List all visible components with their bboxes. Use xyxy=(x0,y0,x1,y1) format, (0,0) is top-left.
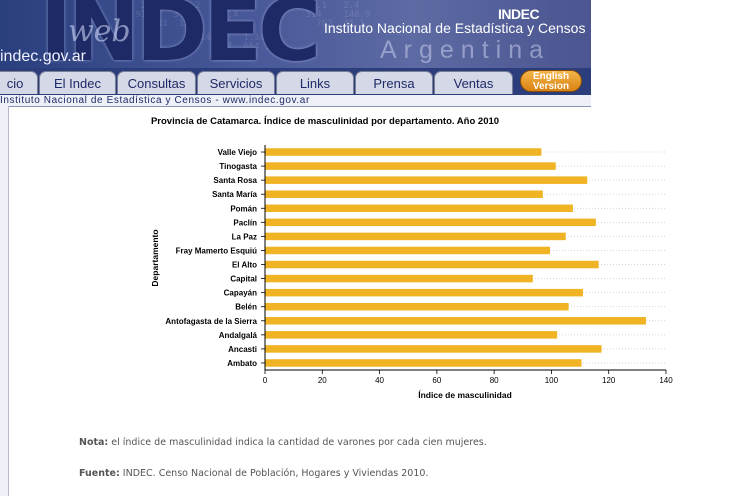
indec-brand-small: INDEC xyxy=(498,6,540,22)
category-label: Capayán xyxy=(224,289,257,298)
bar xyxy=(265,218,596,227)
note-body: el índice de masculinidad indica la cant… xyxy=(108,437,487,448)
x-tick-label: 40 xyxy=(375,376,384,385)
bar xyxy=(265,359,582,367)
site-strip: Instituto Nacional de Estadística y Cens… xyxy=(0,95,591,107)
category-label: Antofagasta de la Sierra xyxy=(165,317,257,326)
english-version-button[interactable]: English Version xyxy=(520,70,582,92)
country-name: Argentina xyxy=(380,36,551,64)
category-label: Ambato xyxy=(227,359,257,368)
bar xyxy=(265,190,543,198)
web-wordmark: web xyxy=(68,14,131,49)
category-label: Paclín xyxy=(233,218,257,227)
category-label: Fray Mamerto Esquiú xyxy=(176,246,257,255)
bar xyxy=(265,162,556,170)
domain-label: indec.gov.ar xyxy=(0,48,86,65)
category-label: Santa Rosa xyxy=(213,176,257,185)
y-axis-title: Departamento xyxy=(150,229,160,286)
left-sidebar-edge xyxy=(0,106,9,496)
tab-servicios[interactable]: Servicios xyxy=(197,71,275,94)
header-banner: 2164 314.2 1452 91.3 3.345 12.4 6541 12.… xyxy=(0,0,591,68)
tab-links[interactable]: Links xyxy=(276,71,354,94)
category-label: Valle Viejo xyxy=(218,148,258,157)
tab-el-indec[interactable]: El Indec xyxy=(39,71,116,94)
bar xyxy=(265,317,646,325)
x-tick-label: 120 xyxy=(602,376,616,385)
tab-prensa[interactable]: Prensa xyxy=(355,71,433,94)
indec-logo: INDEC xyxy=(40,0,321,68)
institute-name: Instituto Nacional de Estadística y Cens… xyxy=(324,20,586,36)
chart-title: Provincia de Catamarca. Índice de mascul… xyxy=(151,116,499,127)
bar xyxy=(265,204,573,213)
x-tick-label: 20 xyxy=(318,376,327,385)
english-label: English xyxy=(532,71,570,82)
bar xyxy=(265,331,558,339)
source-text: Fuente: INDEC. Censo Nacional de Poblaci… xyxy=(79,468,428,479)
source-label: Fuente: xyxy=(79,468,120,479)
bar xyxy=(265,232,566,241)
note-text: Nota: el índice de masculinidad indica l… xyxy=(79,437,487,448)
x-tick-labels: 0 20 40 60 80 100 120 140 xyxy=(263,370,673,385)
category-label: Tinogasta xyxy=(219,162,257,171)
version-label: Version xyxy=(532,81,570,92)
bar xyxy=(265,148,542,156)
x-tick-label: 60 xyxy=(432,376,441,385)
category-label: Ancasti xyxy=(228,345,257,354)
x-tick-label: 80 xyxy=(490,376,499,385)
category-label: Capital xyxy=(230,275,257,284)
bar xyxy=(265,176,588,184)
category-labels: Valle Viejo Tinogasta Santa Rosa Santa Marí… xyxy=(165,148,265,368)
bar xyxy=(265,288,583,297)
bar xyxy=(265,345,602,353)
x-axis-title: Índice de masculinidad xyxy=(418,390,512,400)
category-label: Pomán xyxy=(230,204,257,213)
source-body: INDEC. Censo Nacional de Población, Hoga… xyxy=(119,468,429,479)
x-tick-label: 140 xyxy=(659,376,673,385)
tab-inicio[interactable]: cio xyxy=(0,71,38,94)
x-tick-label: 100 xyxy=(545,376,559,385)
category-label: La Paz xyxy=(232,232,257,241)
category-label: Andalgalá xyxy=(219,331,258,340)
category-label: El Alto xyxy=(232,261,257,270)
category-label: Santa María xyxy=(212,190,257,199)
x-tick-label: 0 xyxy=(263,376,268,385)
tab-consultas[interactable]: Consultas xyxy=(117,71,196,94)
bar xyxy=(265,246,550,255)
bar xyxy=(265,260,599,269)
category-label: Belén xyxy=(235,303,257,312)
note-label: Nota: xyxy=(79,437,109,448)
bar xyxy=(265,274,533,283)
bar xyxy=(265,302,569,311)
tab-ventas[interactable]: Ventas xyxy=(434,71,513,94)
chart-bars xyxy=(265,148,646,367)
